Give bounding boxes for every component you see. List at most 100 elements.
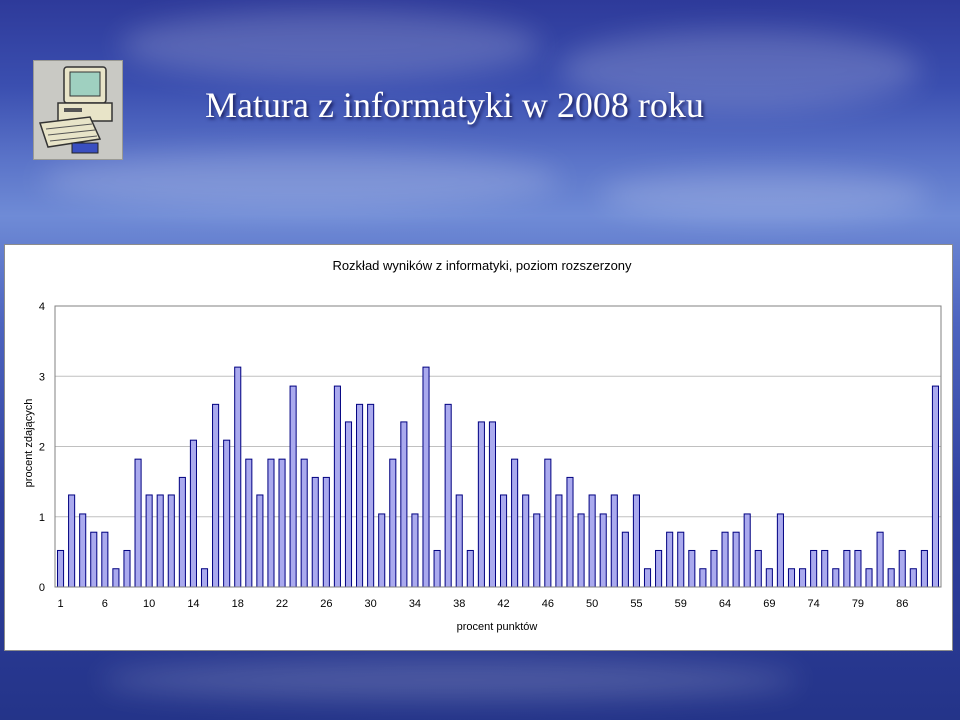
bar — [799, 568, 807, 588]
bar — [56, 549, 65, 588]
plot-area-border — [54, 305, 942, 588]
bar — [876, 531, 884, 588]
bar — [588, 494, 596, 588]
bar — [134, 458, 142, 588]
x-tick-label: 46 — [542, 598, 554, 610]
bar — [920, 549, 928, 588]
bar — [200, 568, 209, 588]
bar — [533, 513, 541, 588]
bar — [621, 531, 629, 588]
x-tick-label: 79 — [852, 598, 864, 610]
bar — [488, 421, 497, 588]
chart-title: Rozkład wyników z informatyki, poziom ro… — [332, 258, 632, 273]
bar — [289, 385, 297, 588]
bar — [909, 568, 917, 588]
bar — [189, 439, 197, 588]
bar — [776, 513, 784, 588]
bar — [178, 476, 186, 588]
bar — [499, 494, 508, 588]
x-tick-label: 69 — [763, 598, 775, 610]
bar — [344, 421, 353, 588]
bar — [643, 568, 652, 588]
bar — [754, 549, 762, 588]
bar — [400, 421, 408, 588]
bar — [90, 531, 98, 588]
bar — [356, 403, 364, 588]
bar — [411, 513, 419, 588]
x-tick-label: 86 — [896, 598, 908, 610]
bar — [455, 494, 463, 588]
bar — [887, 568, 895, 588]
bar — [433, 549, 441, 588]
x-tick-label: 50 — [586, 598, 598, 610]
bar — [145, 494, 153, 588]
bar — [101, 531, 109, 588]
x-tick-label: 26 — [320, 598, 332, 610]
bar — [389, 458, 397, 588]
bar — [610, 494, 618, 588]
bar — [555, 494, 563, 588]
bar — [699, 568, 707, 588]
y-tick-label: 2 — [39, 442, 45, 454]
bar — [256, 494, 264, 588]
bar — [267, 458, 275, 588]
bar — [599, 513, 607, 588]
bar — [710, 549, 718, 588]
bar — [466, 549, 474, 588]
bar — [522, 494, 530, 588]
x-tick-label: 22 — [276, 598, 288, 610]
bar — [632, 494, 640, 588]
bar — [832, 568, 840, 588]
chart-panel: Rozkład wyników z informatyki, poziom ro… — [4, 244, 953, 651]
bar — [156, 494, 164, 588]
y-tick-label: 4 — [39, 301, 45, 313]
bar — [743, 513, 751, 588]
x-tick-label: 10 — [143, 598, 155, 610]
x-tick-label: 34 — [409, 598, 421, 610]
bar — [787, 568, 796, 588]
y-tick-label: 0 — [39, 582, 45, 594]
bar — [577, 513, 585, 588]
bar — [378, 513, 386, 588]
y-axis-label: procent zdających — [23, 399, 35, 488]
bar — [865, 568, 873, 588]
bar — [732, 531, 740, 588]
bar — [898, 549, 906, 588]
x-tick-label: 42 — [497, 598, 509, 610]
bar — [322, 476, 330, 588]
x-tick-label: 6 — [102, 598, 108, 610]
bar — [300, 458, 308, 588]
bar — [721, 531, 729, 588]
bar — [810, 549, 818, 588]
bar — [223, 439, 231, 588]
bar — [566, 476, 574, 588]
bar — [511, 458, 519, 588]
bar — [655, 549, 663, 588]
x-tick-label: 59 — [675, 598, 687, 610]
bar — [666, 531, 674, 588]
bar — [444, 403, 452, 588]
y-tick-label: 3 — [39, 371, 45, 383]
bar — [311, 476, 319, 588]
x-tick-label: 18 — [232, 598, 244, 610]
bar — [821, 549, 829, 588]
bar — [843, 549, 851, 588]
x-tick-label: 64 — [719, 598, 731, 610]
x-tick-label: 1 — [57, 598, 63, 610]
bar — [333, 385, 341, 588]
x-axis-label: procent punktów — [457, 621, 538, 633]
bar — [367, 403, 375, 588]
bar — [112, 568, 120, 588]
x-tick-label: 74 — [808, 598, 820, 610]
bar — [422, 366, 430, 588]
x-tick-label: 55 — [630, 598, 642, 610]
bar — [931, 385, 940, 588]
bar — [167, 494, 175, 588]
y-tick-label: 1 — [39, 512, 45, 524]
bar — [79, 513, 87, 588]
x-tick-label: 14 — [187, 598, 199, 610]
x-tick-label: 38 — [453, 598, 465, 610]
bar — [765, 568, 773, 588]
bar — [677, 531, 685, 588]
bar — [854, 549, 862, 588]
